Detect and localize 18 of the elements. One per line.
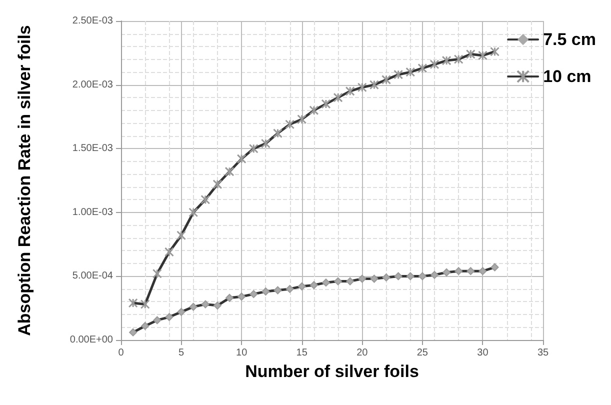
y-axis-title: Absoption Reaction Rate in silver foils xyxy=(15,25,34,336)
x-tick-label: 20 xyxy=(356,348,368,358)
y-tick-label: 1.50E-03 xyxy=(72,143,114,154)
x-tick-label: 5 xyxy=(178,348,185,358)
x-tick-label: 0 xyxy=(118,348,124,358)
y-tick-label: 5.00E-04 xyxy=(72,270,114,282)
x-tick-label: 35 xyxy=(537,348,549,358)
y-tick-label: 1.00E-03 xyxy=(72,206,114,218)
x-tick-label: 10 xyxy=(236,348,248,358)
y-tick-label: 2.50E-03 xyxy=(72,16,114,26)
x-tick-label: 25 xyxy=(416,348,428,358)
x-tick-label: 15 xyxy=(296,348,308,358)
legend-label: 10 cm xyxy=(543,67,592,86)
x-axis-title: Number of silver foils xyxy=(245,362,419,381)
y-tick-label: 2.00E-03 xyxy=(72,79,114,90)
legend-label: 7.5 cm xyxy=(543,30,596,49)
y-tick-label: 0.00E+00 xyxy=(70,334,114,346)
x-tick-label: 30 xyxy=(477,348,489,358)
